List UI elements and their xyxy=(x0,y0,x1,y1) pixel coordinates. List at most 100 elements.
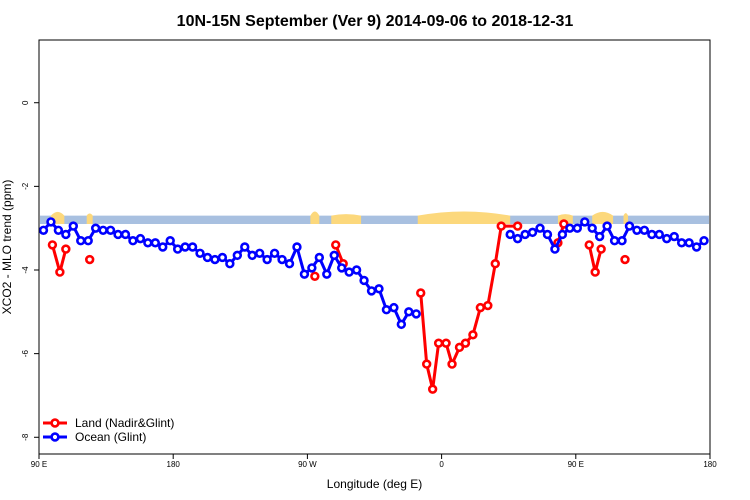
y-axis: 0 -2 -4 -6 -8 xyxy=(21,100,39,441)
data-point xyxy=(202,252,213,263)
y-tick-label: -2 xyxy=(21,182,30,190)
data-point xyxy=(187,242,198,252)
data-point xyxy=(557,229,568,240)
data-point xyxy=(662,233,672,244)
y-tick-label: 0 xyxy=(21,100,30,105)
data-point xyxy=(404,307,414,317)
band-highlight xyxy=(310,211,320,224)
data-point xyxy=(594,231,605,242)
x-tick-label: 0 xyxy=(439,460,444,469)
series-layer xyxy=(38,217,709,394)
data-point xyxy=(143,238,153,248)
data-point xyxy=(427,384,438,394)
legend-label: Ocean (Glint) xyxy=(75,430,146,444)
data-point xyxy=(460,338,471,348)
data-point xyxy=(90,223,101,233)
x-tick-label: 90 E xyxy=(568,460,584,469)
data-point xyxy=(639,225,650,235)
series-land xyxy=(47,219,630,394)
y-tick-label: -6 xyxy=(21,350,30,358)
series-line xyxy=(42,220,417,326)
data-point xyxy=(55,267,65,277)
data-point xyxy=(180,242,190,252)
data-point xyxy=(307,263,317,273)
y-tick-label: -8 xyxy=(21,433,30,441)
data-point xyxy=(699,236,709,246)
data-point xyxy=(105,225,116,235)
data-point xyxy=(512,221,523,231)
data-point xyxy=(535,223,545,233)
data-point xyxy=(580,217,590,227)
data-point xyxy=(691,242,702,252)
plot-frame xyxy=(38,39,711,455)
data-point xyxy=(38,225,49,235)
data-point xyxy=(83,236,93,246)
data-point xyxy=(299,269,310,279)
data-point xyxy=(344,267,354,277)
data-point xyxy=(527,227,538,238)
data-point xyxy=(684,238,694,248)
observation-band xyxy=(40,211,709,224)
data-point xyxy=(284,259,295,269)
data-point xyxy=(247,250,257,261)
data-point xyxy=(396,319,407,330)
x-tick-label: 180 xyxy=(703,460,717,469)
band-highlight xyxy=(86,213,93,224)
x-tick-label: 90 W xyxy=(298,460,317,469)
data-point xyxy=(374,284,384,294)
data-point xyxy=(329,250,339,261)
data-point xyxy=(559,219,569,229)
data-point xyxy=(496,221,506,231)
data-point xyxy=(602,221,612,231)
data-point xyxy=(620,254,630,265)
data-point xyxy=(61,229,71,240)
data-point xyxy=(654,229,665,240)
data-point xyxy=(550,244,560,254)
data-point xyxy=(165,236,175,246)
data-point xyxy=(120,229,131,240)
data-point xyxy=(232,250,243,261)
data-point xyxy=(195,248,205,258)
x-tick-label: 90 E xyxy=(31,460,47,469)
band-highlight xyxy=(592,211,614,224)
data-point xyxy=(584,240,594,250)
data-point xyxy=(84,254,95,265)
data-point xyxy=(262,254,272,265)
data-point xyxy=(172,244,183,254)
band-highlight xyxy=(623,213,628,224)
data-point xyxy=(314,252,325,263)
data-point xyxy=(61,244,71,254)
data-point xyxy=(617,236,627,246)
series-line xyxy=(419,224,518,391)
band-highlight xyxy=(331,214,362,224)
legend: Land (Nadir&Glint)Ocean (Glint) xyxy=(43,416,174,444)
data-point xyxy=(596,244,606,254)
data-point xyxy=(542,229,553,240)
legend-marker xyxy=(50,418,60,428)
data-point xyxy=(150,238,161,248)
y-axis-label: XCO2 - MLO trend (ppm) xyxy=(0,180,14,315)
data-point xyxy=(565,223,575,233)
data-point xyxy=(468,330,478,340)
data-point xyxy=(483,300,493,311)
data-point xyxy=(572,223,582,233)
legend-marker xyxy=(50,432,60,442)
data-point xyxy=(433,338,444,348)
data-point xyxy=(310,271,320,281)
data-point xyxy=(647,229,657,240)
band-highlight xyxy=(417,211,511,224)
data-point xyxy=(46,217,56,227)
data-point xyxy=(454,342,465,353)
legend-label: Land (Nadir&Glint) xyxy=(75,416,174,430)
data-point xyxy=(158,242,168,252)
data-point xyxy=(632,225,642,235)
data-point xyxy=(254,248,265,258)
data-point xyxy=(135,233,146,244)
data-point xyxy=(217,252,228,263)
data-point xyxy=(336,263,347,273)
data-point xyxy=(292,242,302,252)
data-point xyxy=(512,233,523,244)
series-ocean xyxy=(38,217,709,330)
data-point xyxy=(331,240,341,250)
